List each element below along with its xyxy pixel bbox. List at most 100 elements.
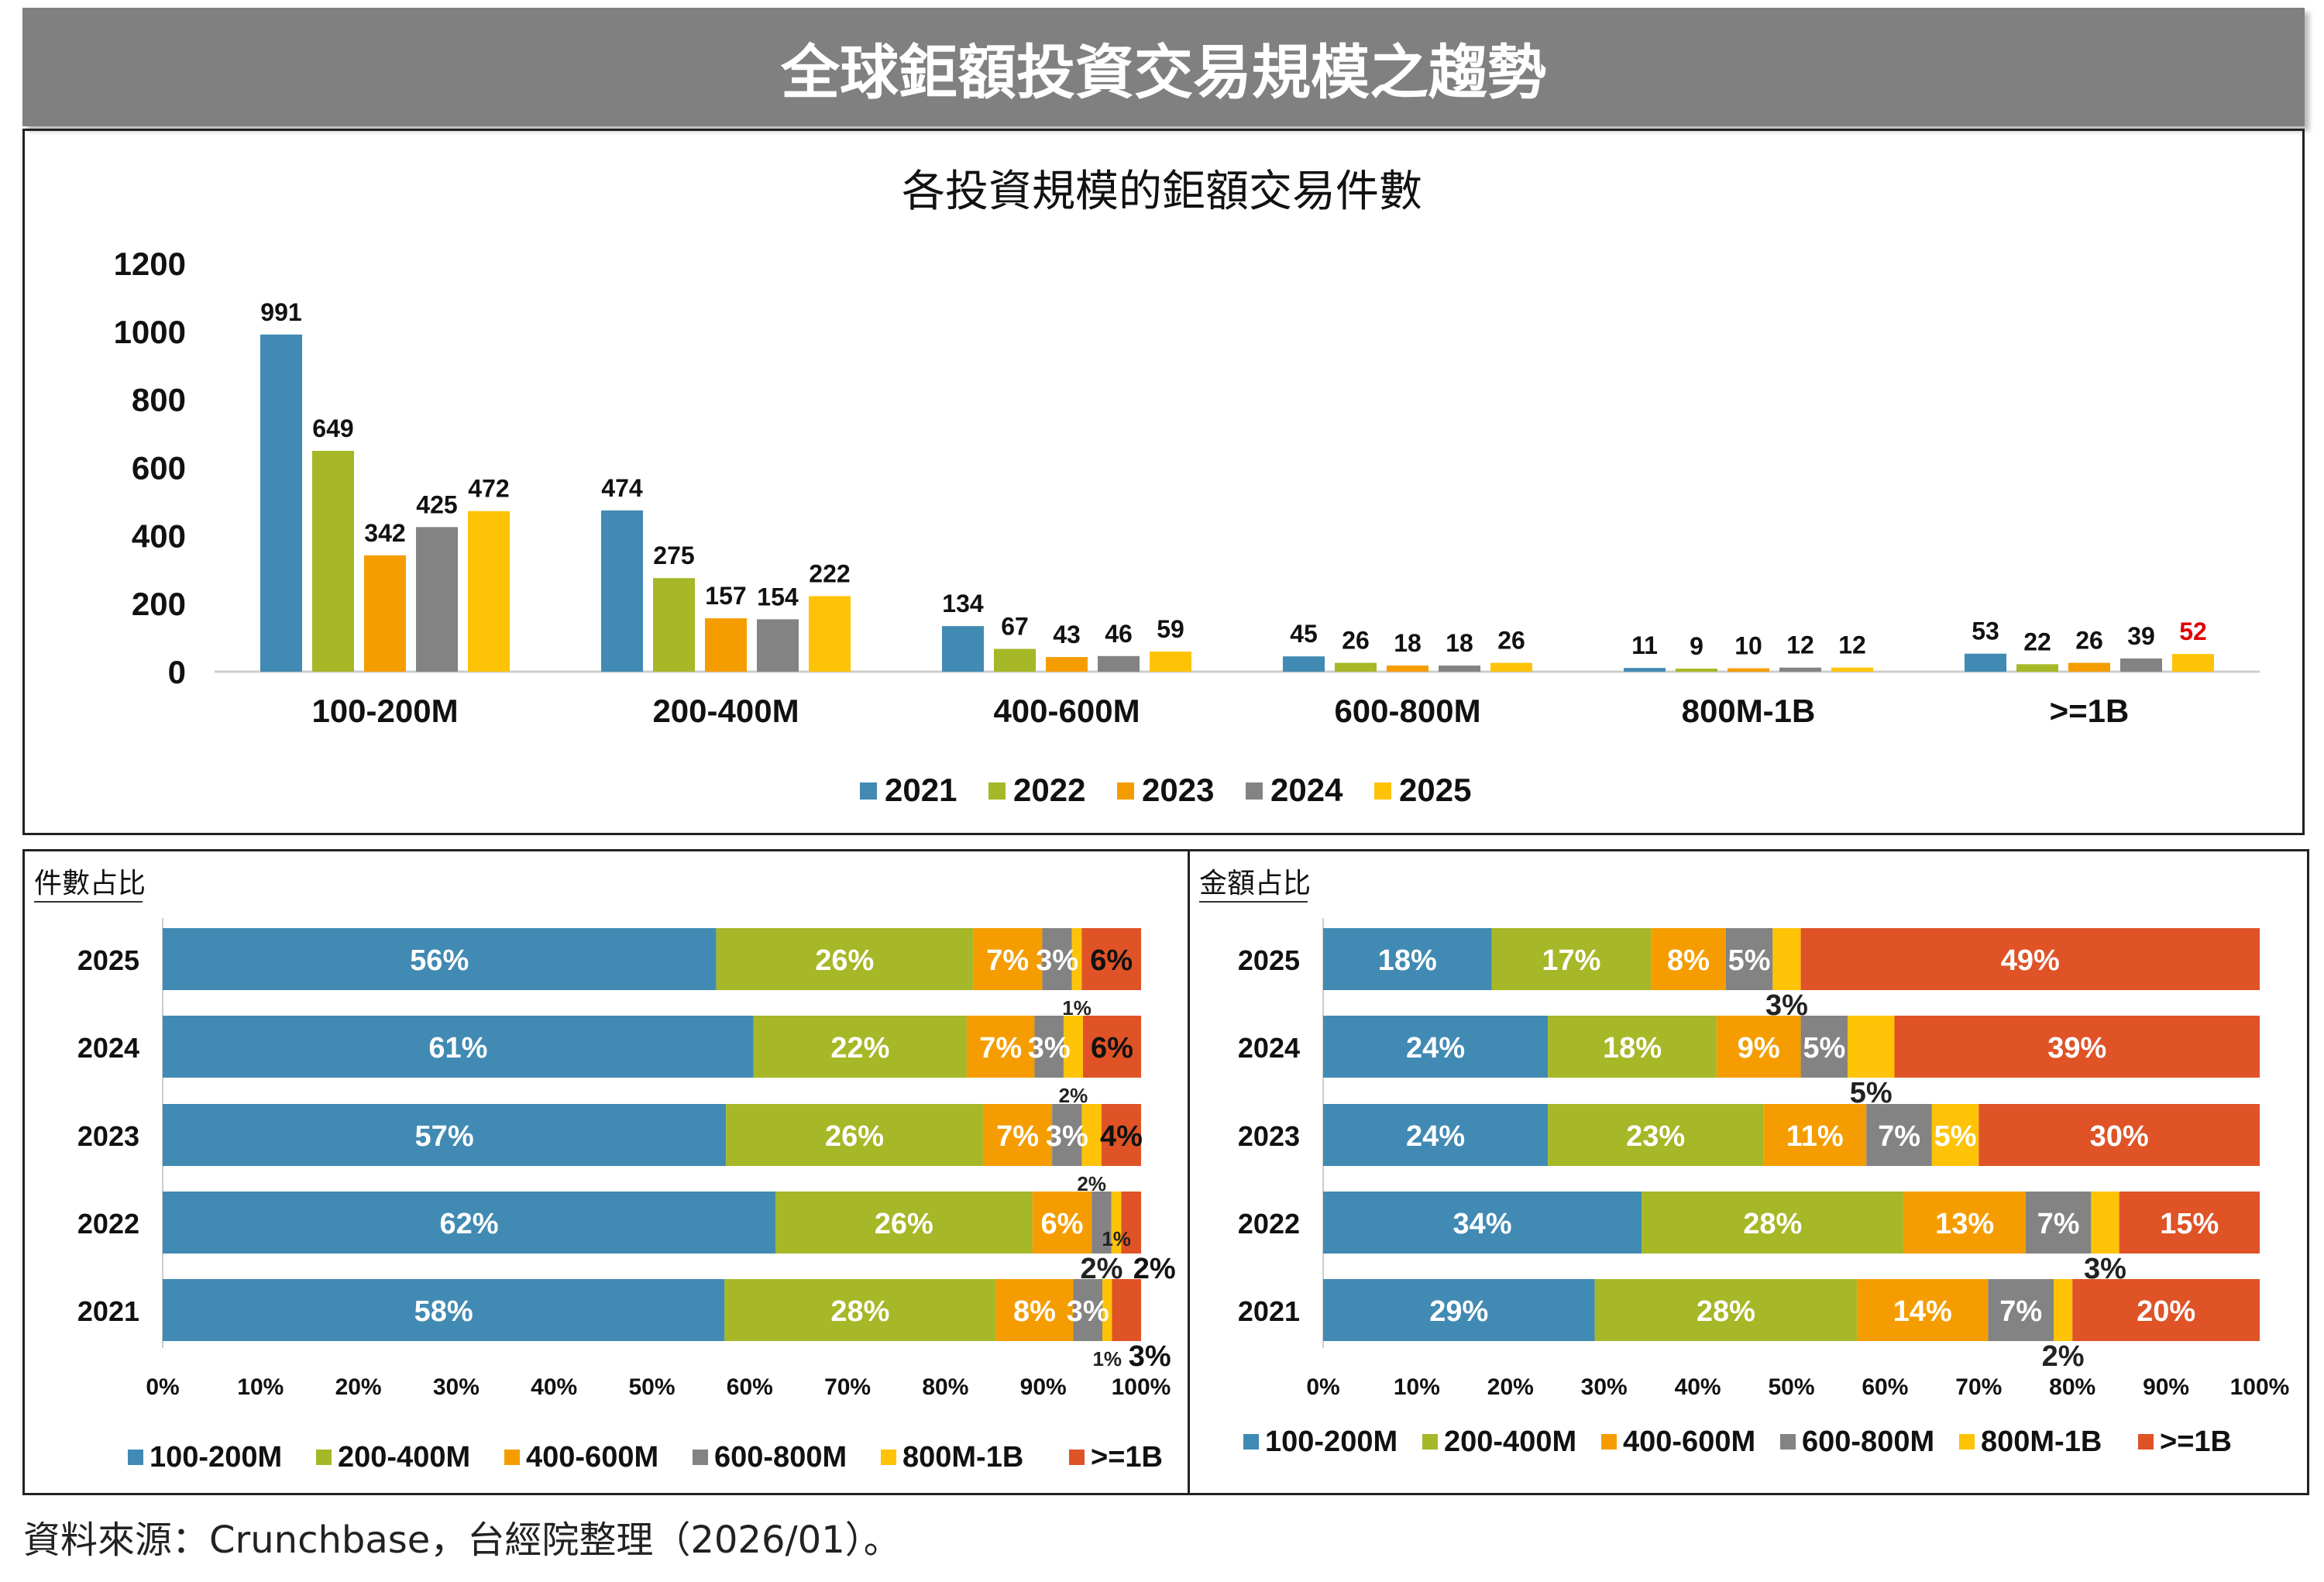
segment-200-400M	[724, 1279, 996, 1341]
legend-swatch-2022	[988, 782, 1006, 800]
segment-400-600M	[1032, 1192, 1092, 1254]
row-label: 2021	[1238, 1295, 1300, 1327]
segment-label: 28%	[830, 1295, 889, 1328]
legend-swatch-600-800M	[693, 1450, 708, 1465]
bar-2022	[653, 578, 695, 672]
bar-2025	[468, 511, 510, 672]
data-label: 222	[809, 560, 850, 588]
segment-label: 24%	[1406, 1032, 1465, 1064]
bar-2024	[1439, 665, 1480, 672]
segment-100-200M	[1323, 1192, 1642, 1254]
bar-2024	[2120, 658, 2162, 672]
segment-100-200M	[1323, 928, 1492, 990]
segment-label: 3%	[1028, 1032, 1071, 1064]
segment->=1B	[1112, 1279, 1141, 1341]
data-label: 275	[653, 542, 694, 569]
segment-label: 1%	[1092, 1347, 1122, 1370]
segment->=1B	[2119, 1192, 2260, 1254]
bar-2021	[1965, 653, 2006, 672]
segment-200-400M	[726, 1104, 983, 1166]
row-label: 2022	[1238, 1208, 1300, 1240]
data-label: 39	[2127, 622, 2155, 650]
y-tick-label: 1000	[114, 314, 186, 350]
segment-label: 8%	[1013, 1295, 1056, 1328]
segment->=1B	[1082, 1016, 1141, 1078]
row-label: 2025	[1238, 944, 1300, 976]
bar-2021	[942, 626, 984, 672]
segment-label: 1%	[1102, 1227, 1131, 1250]
data-label: 43	[1053, 621, 1081, 648]
segment-label: 7%	[1999, 1295, 2042, 1328]
segment-label: 2%	[2042, 1340, 2085, 1373]
segment-label: 18%	[1603, 1032, 1662, 1064]
segment-label: 26%	[875, 1208, 933, 1240]
bar-2025	[809, 596, 851, 672]
legend-swatch-400-600M	[504, 1450, 520, 1465]
segment-800M-1B	[1081, 1104, 1102, 1166]
x-tick-label: 20%	[335, 1374, 382, 1400]
source-note: 資料來源：Crunchbase，台經院整理（2026/01）。	[23, 1518, 901, 1562]
segment-label: 23%	[1626, 1120, 1685, 1153]
segment-label: 7%	[2037, 1208, 2080, 1240]
legend-label: >=1B	[1091, 1441, 1163, 1474]
segment->=1B	[1978, 1104, 2260, 1166]
bar-2021	[1283, 656, 1325, 672]
x-tick-label: 70%	[1955, 1374, 2002, 1400]
segment-400-600M	[966, 1016, 1035, 1078]
segment-label: 6%	[1091, 1032, 1133, 1064]
data-label: 474	[601, 474, 643, 502]
segment-label: 20%	[2137, 1295, 2195, 1328]
data-label: 46	[1105, 620, 1133, 648]
segment-label: 57%	[415, 1120, 474, 1153]
x-tick-label: 50%	[628, 1374, 675, 1400]
segment-label: 22%	[830, 1032, 889, 1064]
segment-label: 14%	[1893, 1295, 1952, 1328]
segment-100-200M	[163, 1104, 727, 1166]
x-tick-label: 10%	[1394, 1374, 1440, 1400]
segment-label: 18%	[1378, 944, 1437, 977]
legend-swatch-2023	[1117, 782, 1134, 800]
category-label: 800M-1B	[1682, 693, 1816, 729]
x-tick-label: 100%	[1112, 1374, 1171, 1400]
segment-200-400M	[753, 1016, 967, 1078]
x-tick-label: 90%	[2143, 1374, 2189, 1400]
y-tick-label: 200	[132, 586, 186, 622]
segment-label: 56%	[410, 944, 469, 977]
segment-100-200M	[163, 1279, 725, 1341]
legend-label: 2021	[885, 772, 957, 808]
legend-swatch-200-400M	[1422, 1434, 1438, 1450]
segment-400-600M	[1903, 1192, 2026, 1254]
data-label: 134	[942, 590, 984, 617]
segment->=1B	[1121, 1192, 1141, 1254]
legend-swatch-800M-1B	[1959, 1434, 1975, 1450]
data-label: 26	[1342, 627, 1370, 655]
x-tick-label: 0%	[1306, 1374, 1339, 1400]
category-label: 600-800M	[1334, 693, 1480, 729]
row-label: 2024	[1238, 1032, 1300, 1064]
y-tick-label: 600	[132, 450, 186, 487]
segment->=1B	[1800, 928, 2260, 990]
data-label: 991	[260, 298, 301, 326]
legend-swatch-2024	[1246, 782, 1263, 800]
category-label: 200-400M	[652, 693, 799, 729]
segment-label: 61%	[428, 1032, 487, 1064]
segment-800M-1B	[1063, 1016, 1083, 1078]
bar-2022	[312, 450, 354, 672]
segment-label: 11%	[1786, 1120, 1844, 1153]
category-label: >=1B	[2050, 693, 2130, 729]
segment-800M-1B	[1772, 928, 1801, 990]
segment-400-600M	[982, 1104, 1053, 1166]
legend-swatch-100-200M	[128, 1450, 143, 1465]
segment-400-600M	[973, 928, 1043, 990]
segment-200-400M	[1642, 1192, 1904, 1254]
segment-label: 30%	[2090, 1120, 2149, 1153]
segment-label: 29%	[1429, 1295, 1488, 1328]
row-label: 2023	[77, 1120, 139, 1152]
segment-label: 58%	[414, 1295, 473, 1328]
page-title: 全球鉅額投資交易規模之趨勢	[781, 37, 1546, 107]
x-tick-label: 0%	[146, 1374, 179, 1400]
segment-label: 28%	[1697, 1295, 1755, 1328]
data-label: 10	[1734, 632, 1762, 660]
segment-800M-1B	[2091, 1192, 2119, 1254]
